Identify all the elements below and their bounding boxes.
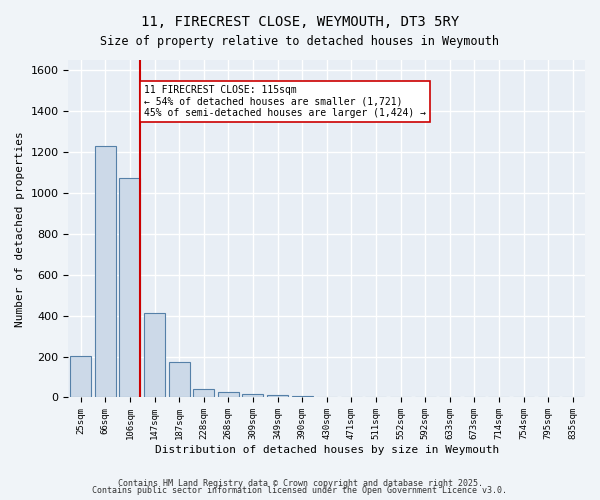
Text: Contains HM Land Registry data © Crown copyright and database right 2025.: Contains HM Land Registry data © Crown c… <box>118 478 482 488</box>
Bar <box>119 178 140 398</box>
Bar <box>70 356 91 398</box>
Text: Contains public sector information licensed under the Open Government Licence v3: Contains public sector information licen… <box>92 486 508 495</box>
Text: 11, FIRECREST CLOSE, WEYMOUTH, DT3 5RY: 11, FIRECREST CLOSE, WEYMOUTH, DT3 5RY <box>141 15 459 29</box>
X-axis label: Distribution of detached houses by size in Weymouth: Distribution of detached houses by size … <box>155 445 499 455</box>
Bar <box>144 312 165 398</box>
Bar <box>267 396 288 398</box>
Bar <box>193 390 214 398</box>
Bar <box>292 396 313 398</box>
Y-axis label: Number of detached properties: Number of detached properties <box>15 131 25 326</box>
Bar <box>316 397 337 398</box>
Bar <box>95 146 116 398</box>
Bar <box>218 392 239 398</box>
Bar <box>242 394 263 398</box>
Bar <box>169 362 190 398</box>
Text: 11 FIRECREST CLOSE: 115sqm
← 54% of detached houses are smaller (1,721)
45% of s: 11 FIRECREST CLOSE: 115sqm ← 54% of deta… <box>143 84 425 117</box>
Text: Size of property relative to detached houses in Weymouth: Size of property relative to detached ho… <box>101 35 499 48</box>
